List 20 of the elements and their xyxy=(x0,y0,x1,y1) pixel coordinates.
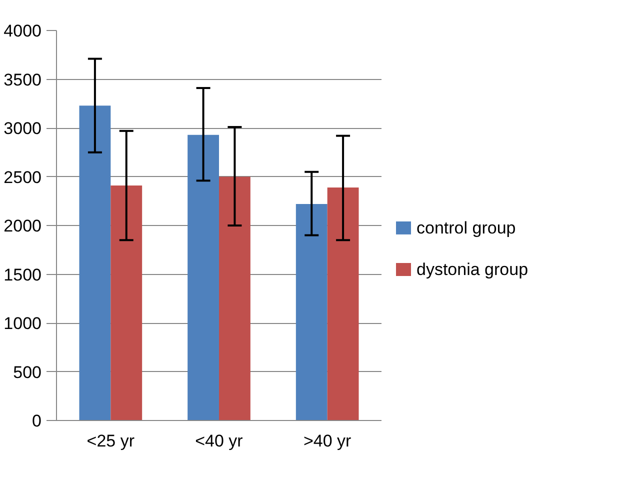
legend-label: control group xyxy=(416,218,516,238)
y-tick-label: 1500 xyxy=(4,265,42,284)
x-tick-label: <40 yr xyxy=(195,432,244,450)
y-tick-label: 4000 xyxy=(4,22,42,40)
y-tick-label: 3000 xyxy=(4,119,42,138)
y-tick-label: 3500 xyxy=(4,70,42,90)
legend-label: dystonia group xyxy=(416,260,528,280)
y-tick-label: 1000 xyxy=(4,314,42,333)
y-tick-label: 2000 xyxy=(4,216,42,236)
bar xyxy=(219,176,250,420)
y-tick-label: 500 xyxy=(13,362,42,382)
x-tick-label: <25 yr xyxy=(86,432,135,450)
y-tick-label: 0 xyxy=(32,412,42,430)
bar xyxy=(110,186,142,420)
bar xyxy=(188,134,219,420)
x-tick-label: >40 yr xyxy=(303,432,352,450)
bar xyxy=(79,106,111,420)
bar xyxy=(296,204,328,420)
bar xyxy=(327,187,359,420)
y-tick-label: 2500 xyxy=(4,168,42,187)
